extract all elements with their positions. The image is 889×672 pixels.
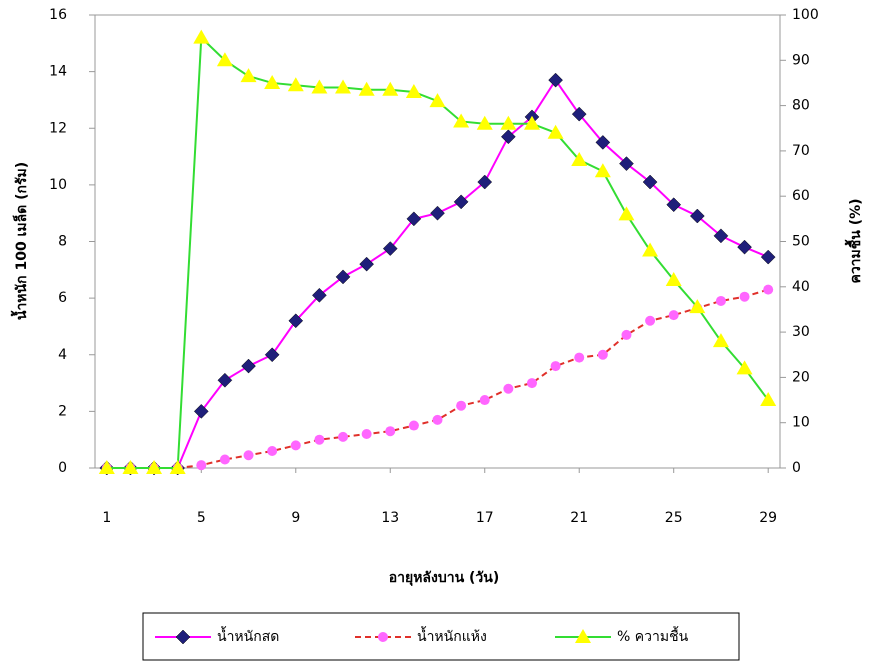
marker [645, 316, 655, 326]
x-tick-label: 13 [381, 510, 399, 526]
y2-tick-label: 70 [792, 143, 810, 159]
y-tick-label: 6 [58, 290, 67, 306]
y-tick-label: 0 [58, 460, 67, 476]
marker [430, 93, 446, 107]
marker [598, 350, 608, 360]
y2-tick-label: 60 [792, 188, 810, 204]
y2-tick-label: 10 [792, 415, 810, 431]
marker [338, 432, 348, 442]
y-tick-label: 10 [49, 177, 67, 193]
marker [503, 384, 513, 394]
marker [551, 361, 561, 371]
marker [716, 296, 726, 306]
marker [740, 292, 750, 302]
y2-tick-label: 30 [792, 324, 810, 340]
marker [385, 426, 395, 436]
marker [548, 125, 564, 139]
marker [549, 73, 563, 87]
x-axis-label: อายุหลังบาน (วัน) [389, 570, 500, 586]
marker [220, 455, 230, 465]
marker [265, 348, 279, 362]
marker [642, 243, 658, 257]
marker [433, 415, 443, 425]
y-tick-label: 2 [58, 403, 67, 419]
y2-tick-label: 90 [792, 52, 810, 68]
y2-axis-label: ความชื้น (%) [844, 198, 864, 283]
marker [267, 446, 277, 456]
x-tick-label: 9 [291, 510, 300, 526]
x-tick-label: 29 [759, 510, 777, 526]
x-tick-label: 25 [665, 510, 683, 526]
marker [431, 206, 445, 220]
marker [314, 435, 324, 445]
marker [409, 421, 419, 431]
marker [193, 30, 209, 44]
marker [362, 429, 372, 439]
marker [291, 440, 301, 450]
y-tick-label: 8 [58, 234, 67, 250]
marker [618, 206, 634, 220]
marker [763, 285, 773, 295]
y2-tick-label: 50 [792, 234, 810, 250]
x-tick-label: 1 [102, 510, 111, 526]
y-tick-label: 16 [49, 7, 67, 23]
y2-tick-label: 100 [792, 7, 819, 23]
x-tick-label: 21 [570, 510, 588, 526]
y-tick-label: 4 [58, 347, 67, 363]
marker [761, 250, 775, 264]
y2-tick-label: 40 [792, 279, 810, 295]
marker [738, 240, 752, 254]
marker [241, 68, 257, 82]
y2-tick-label: 0 [792, 460, 801, 476]
legend-label: น้ำหนักสด [217, 626, 279, 645]
x-tick-label: 17 [476, 510, 494, 526]
marker [456, 401, 466, 411]
x-tick-label: 5 [197, 510, 206, 526]
marker [527, 378, 537, 388]
marker [713, 333, 729, 347]
marker [595, 163, 611, 177]
marker [621, 330, 631, 340]
plot-frame [95, 15, 780, 468]
y2-tick-label: 20 [792, 369, 810, 385]
marker [574, 353, 584, 363]
legend-label: น้ำหนักแห้ง [417, 626, 487, 645]
y-tick-label: 12 [49, 120, 67, 136]
marker [360, 257, 374, 271]
marker [242, 359, 256, 373]
marker [480, 395, 490, 405]
y-tick-label: 14 [49, 64, 67, 80]
legend-marker [378, 632, 388, 642]
marker [196, 460, 206, 470]
y-axis-label: น้ำหนัก 100 เมล็ด (กรัม) [10, 162, 30, 320]
legend-label: % ความชื้น [617, 626, 689, 645]
marker [669, 310, 679, 320]
chart: อายุหลังบาน (วัน) น้ำหนัก 100 เมล็ด (กรั… [0, 0, 889, 668]
y2-tick-label: 80 [792, 98, 810, 114]
marker [244, 450, 254, 460]
